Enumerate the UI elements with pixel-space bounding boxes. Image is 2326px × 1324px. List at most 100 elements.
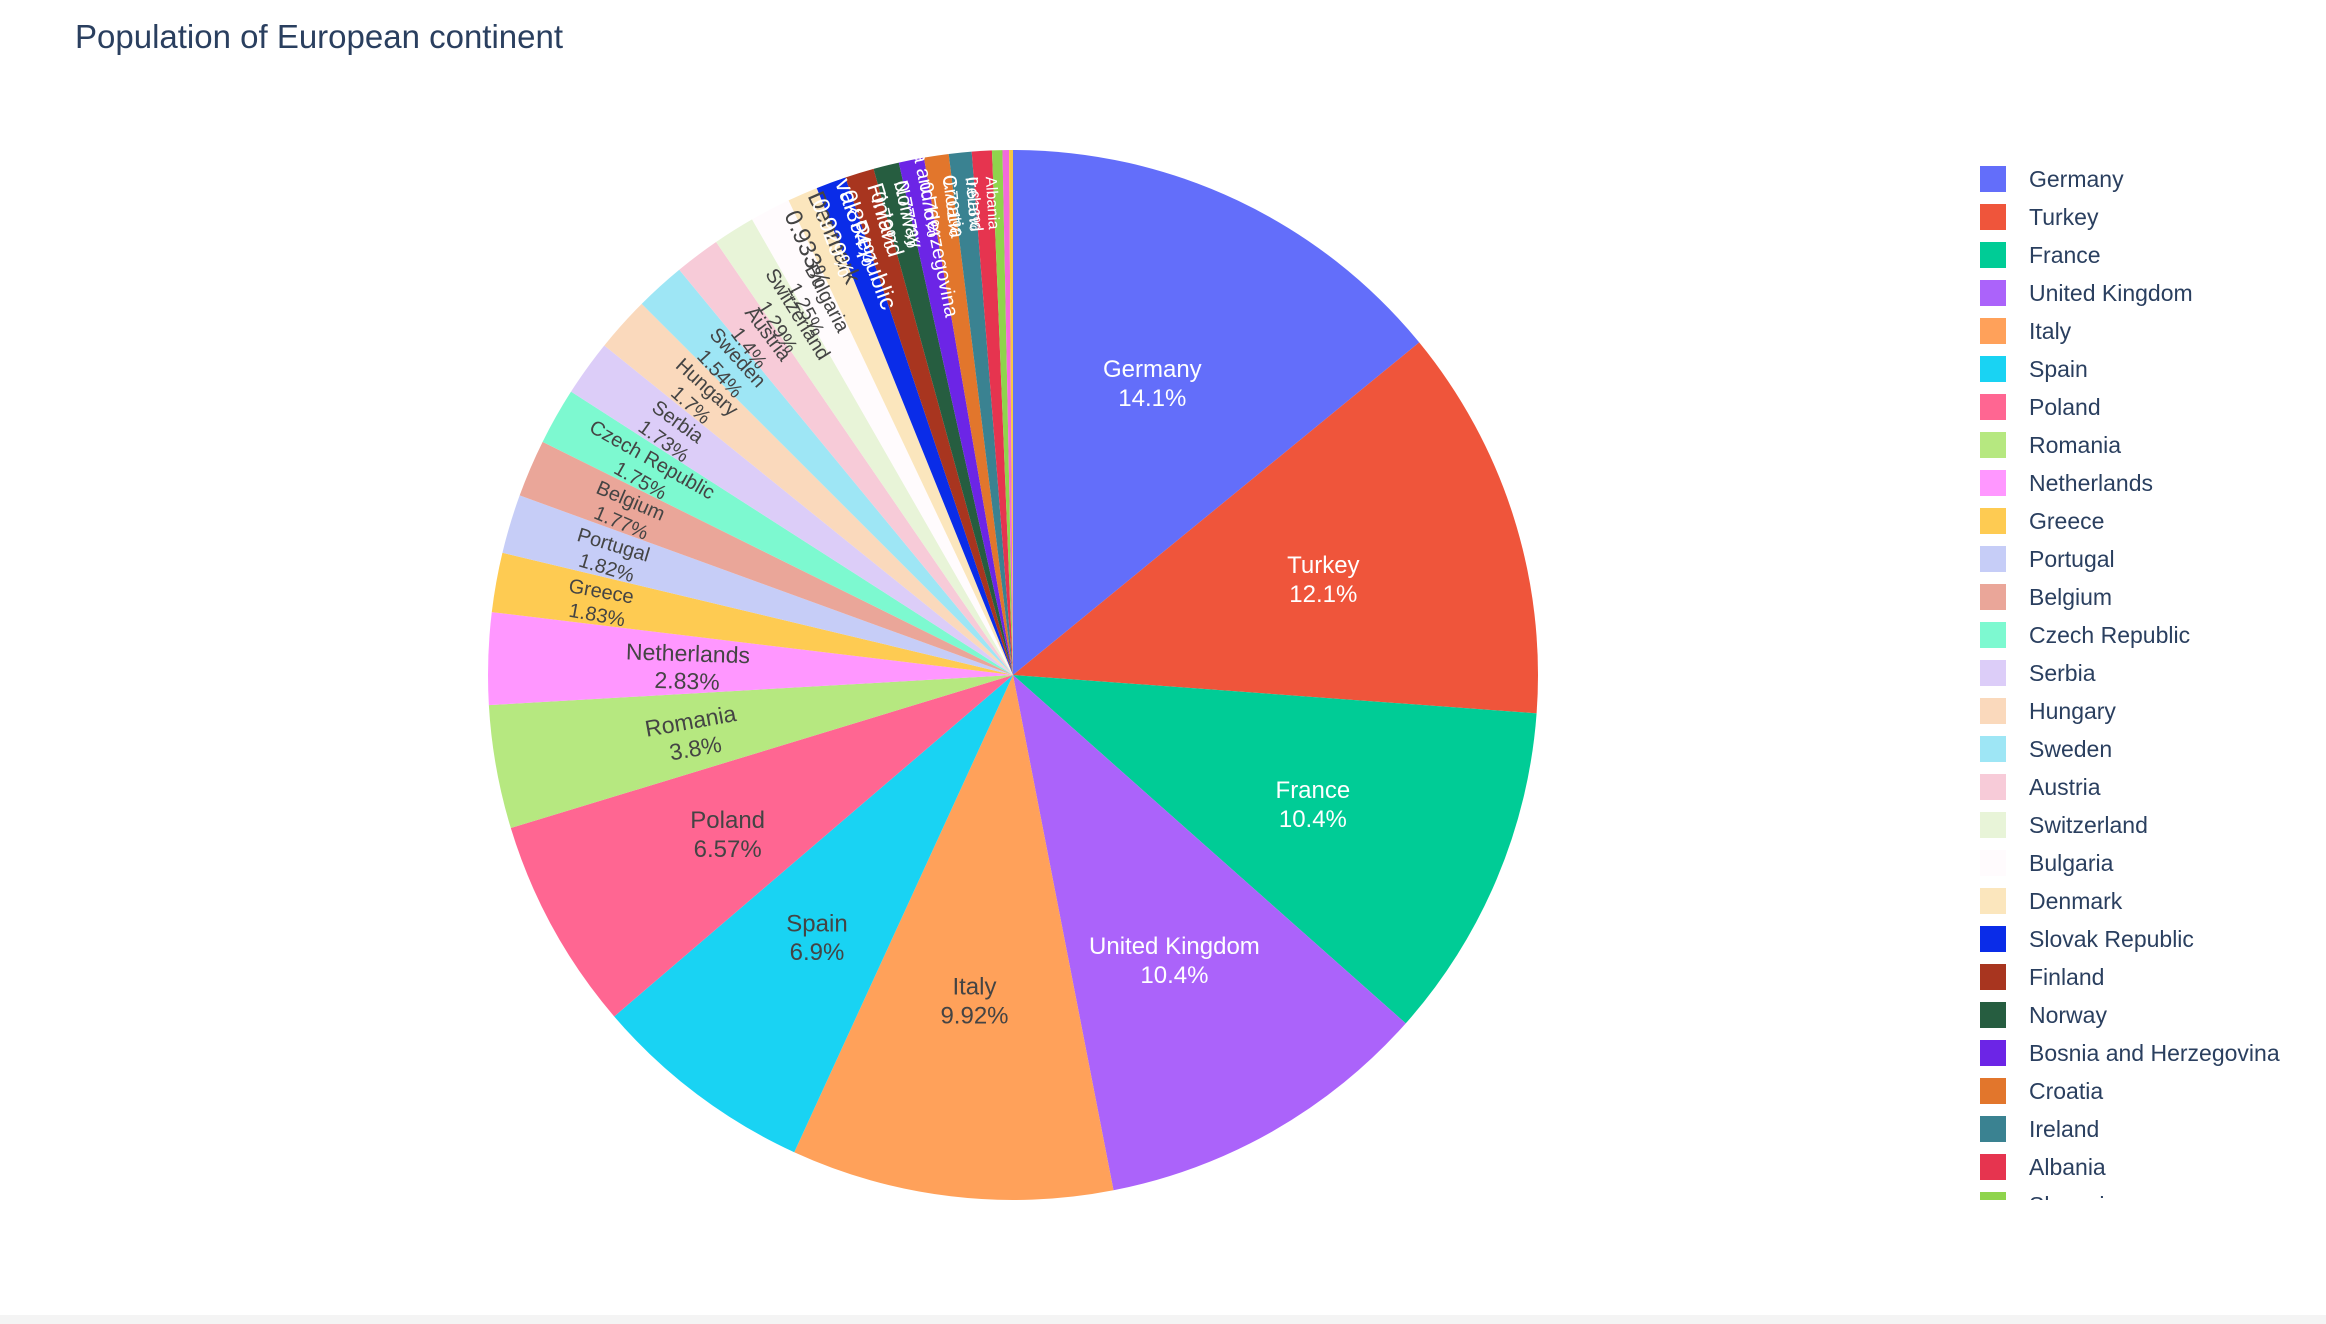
legend-label: Bosnia and Herzegovina: [2029, 1039, 2280, 1066]
legend-item-norway[interactable]: Norway: [1968, 996, 2326, 1034]
chart-title: Population of European continent: [75, 18, 564, 55]
legend-item-ireland[interactable]: Ireland: [1968, 1110, 2326, 1148]
legend-swatch: [1980, 1154, 2006, 1180]
pie-slice-slovenia[interactable]: [991, 150, 1013, 676]
legend-swatch: [1980, 660, 2006, 686]
legend-swatch: [1980, 166, 2006, 192]
legend-label: United Kingdom: [2029, 279, 2193, 306]
legend-swatch: [1980, 812, 2006, 838]
legend-label: Finland: [2029, 963, 2105, 990]
legend-item-finland[interactable]: Finland: [1968, 958, 2326, 996]
legend-swatch: [1980, 242, 2006, 268]
legend-item-italy[interactable]: Italy: [1968, 312, 2326, 350]
slice-label-netherlands: Netherlands2.83%: [625, 638, 751, 695]
legend-item-albania[interactable]: Albania: [1968, 1148, 2326, 1186]
legend-swatch: [1980, 736, 2006, 762]
legend-item-portugal[interactable]: Portugal: [1968, 540, 2326, 578]
legend-swatch: [1980, 470, 2006, 496]
pie-slice-switzerland[interactable]: [716, 219, 1013, 675]
legend-swatch: [1980, 774, 2006, 800]
legend-item-turkey[interactable]: Turkey: [1968, 198, 2326, 236]
legend-item-serbia[interactable]: Serbia: [1968, 654, 2326, 692]
legend-swatch: [1980, 318, 2006, 344]
legend-label: Denmark: [2029, 887, 2123, 914]
pie-slice-belgium[interactable]: [519, 441, 1013, 675]
pie-slice-slovak-republic[interactable]: [816, 177, 1013, 675]
pie-slice-albania[interactable]: [971, 150, 1013, 676]
pie-slice-poland[interactable]: [510, 675, 1013, 1017]
legend-item-france[interactable]: France: [1968, 236, 2326, 274]
pie-slice-croatia[interactable]: [923, 153, 1013, 675]
legend-item-hungary[interactable]: Hungary: [1968, 692, 2326, 730]
legend-swatch: [1980, 1192, 2006, 1200]
legend-label: Italy: [2029, 317, 2072, 344]
pie-slice-unlabeled-29[interactable]: [1009, 149, 1013, 675]
legend-item-czech-republic[interactable]: Czech Republic: [1968, 616, 2326, 654]
legend-item-romania[interactable]: Romania: [1968, 426, 2326, 464]
legend-label: Netherlands: [2029, 469, 2154, 496]
slice-label-italy: Italy 9.92%: [940, 974, 1008, 1030]
legend-item-spain[interactable]: Spain: [1968, 350, 2326, 388]
pie-slice-denmark[interactable]: [788, 188, 1013, 675]
legend-item-bulgaria[interactable]: Bulgaria: [1968, 844, 2326, 882]
pie-slice-norway[interactable]: [873, 162, 1013, 675]
legend-item-sweden[interactable]: Sweden: [1968, 730, 2326, 768]
legend-label: Switzerland: [2029, 811, 2148, 838]
pie-slice-finland[interactable]: [845, 168, 1013, 675]
legend-item-switzerland[interactable]: Switzerland: [1968, 806, 2326, 844]
pie-slice-sweden[interactable]: [641, 269, 1013, 675]
legend-label: Czech Republic: [2029, 621, 2191, 648]
pie-slice-united-kingdom[interactable]: [1013, 675, 1406, 1191]
pie-slice-portugal[interactable]: [502, 495, 1013, 675]
slice-label-poland: Poland 6.57%: [690, 807, 765, 863]
pie-slices: [487, 149, 1539, 1200]
pie-slice-bulgaria[interactable]: [752, 200, 1013, 675]
legend-item-germany[interactable]: Germany: [1968, 160, 2326, 198]
legend-label: Slovak Republic: [2029, 925, 2194, 952]
pie-slice-ireland[interactable]: [948, 151, 1013, 675]
legend-item-bosnia-and-herzegovina[interactable]: Bosnia and Herzegovina: [1968, 1034, 2326, 1072]
pie-slice-austria[interactable]: [679, 242, 1013, 675]
legend-swatch: [1980, 622, 2006, 648]
legend-swatch: [1980, 584, 2006, 610]
pie-slice-netherlands[interactable]: [487, 612, 1014, 706]
slice-label-spain: Spain 6.9%: [786, 910, 847, 966]
legend-item-netherlands[interactable]: Netherlands: [1968, 464, 2326, 502]
pie-slice-greece[interactable]: [491, 552, 1013, 675]
pie-slice-turkey[interactable]: [1013, 342, 1539, 714]
pie-slice-hungary[interactable]: [604, 303, 1013, 675]
legend-swatch: [1980, 964, 2006, 990]
pie-slice-spain[interactable]: [614, 675, 1013, 1153]
legend-swatch: [1980, 356, 2006, 382]
pie-slice-france[interactable]: [1013, 675, 1537, 1024]
legend-item-poland[interactable]: Poland: [1968, 388, 2326, 426]
legend-item-belgium[interactable]: Belgium: [1968, 578, 2326, 616]
legend-swatch: [1980, 888, 2006, 914]
legend-item-united-kingdom[interactable]: United Kingdom: [1968, 274, 2326, 312]
legend-item-greece[interactable]: Greece: [1968, 502, 2326, 540]
legend-item-denmark[interactable]: Denmark: [1968, 882, 2326, 920]
legend-item-slovenia[interactable]: Slovenia: [1968, 1186, 2326, 1200]
legend-label: Serbia: [2029, 659, 2096, 686]
pie-slice-serbia[interactable]: [571, 345, 1013, 675]
legend-label: Ireland: [2029, 1115, 2100, 1142]
legend-swatch: [1980, 546, 2006, 572]
legend-swatch: [1980, 394, 2006, 420]
pie-slice-czech-republic[interactable]: [542, 391, 1013, 675]
legend-item-slovak-republic[interactable]: Slovak Republic: [1968, 920, 2326, 958]
legend-label: France: [2029, 241, 2101, 268]
pie-slice-unlabeled-28[interactable]: [1002, 150, 1013, 675]
pie-slice-romania[interactable]: [488, 675, 1013, 829]
legend-label: Poland: [2029, 393, 2101, 420]
legend-item-croatia[interactable]: Croatia: [1968, 1072, 2326, 1110]
legend-item-austria[interactable]: Austria: [1968, 768, 2326, 806]
legend-label: Bulgaria: [2029, 849, 2114, 876]
slice-label-albania: Albania0.616%: [963, 176, 1002, 232]
pie-slice-germany[interactable]: [1013, 150, 1420, 675]
pie-slice-bosnia-and-herzegovina[interactable]: [898, 157, 1013, 676]
slice-label-france: France 10.4%: [1276, 777, 1351, 833]
legend-label: Norway: [2029, 1001, 2107, 1028]
pie-labels: Germany 14.1% Turkey 12.1% France 10.4% United…: [567, 100, 1360, 1030]
legend-label: Germany: [2029, 165, 2124, 192]
pie-slice-italy[interactable]: [794, 675, 1114, 1200]
